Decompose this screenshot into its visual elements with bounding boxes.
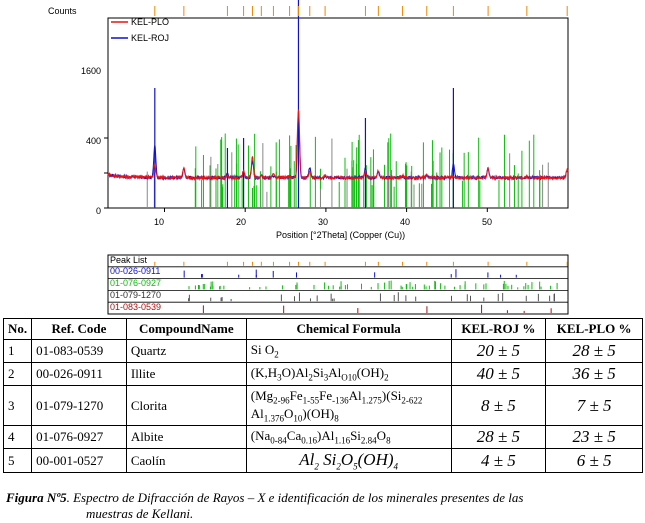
plo-percent: 36 ± 5 [545, 362, 643, 386]
row-no: 2 [2, 362, 33, 386]
roj-percent: 20 ± 5 [450, 339, 547, 363]
table-row: 5 00-001-0527 Caolín Al2 Si2O5(OH)4 4 ± … [2, 447, 643, 474]
compound-name: Caolín [125, 447, 247, 474]
xrd-chart: Counts Position [°2Theta] (Copper (Cu)) … [48, 0, 569, 315]
table-row: 4 01-076-0927 Albite (Na0-84Ca0.16)Al1.1… [2, 425, 643, 449]
legend-label-roj: KEL-ROJ [131, 33, 169, 43]
row-no: 5 [2, 447, 33, 474]
table-row: 1 01-083-0539 Quartz Si O2 20 ± 5 28 ± 5 [2, 339, 643, 363]
compound-name: Illite [125, 362, 247, 386]
row-no: 3 [2, 385, 33, 426]
figure-caption: Figura Nº5. Espectro de Difracción de Ra… [6, 490, 626, 522]
peak-list-panel [107, 254, 569, 315]
x-axis-label: Position [°2Theta] (Copper (Cu)) [276, 230, 405, 240]
chemical-formula: Al2 Si2O5(OH)4 [245, 447, 452, 474]
minerals-table: No. Ref. Code CompoundName Chemical Form… [2, 318, 643, 474]
y-tick-label: 0 [96, 206, 101, 216]
legend-label-plo: KEL-PLO [131, 17, 169, 27]
col-header-ref: Ref. Code [31, 318, 127, 340]
y-tick-label: 400 [86, 136, 101, 146]
x-tick-label: 50 [482, 217, 492, 227]
xrd-figure: Counts Position [°2Theta] (Copper (Cu)) … [48, 0, 569, 315]
peak-list-ref-clorita: 01-079-1270 [110, 290, 161, 300]
peak-list-title: Peak List [110, 255, 148, 265]
y-tick-label: 1600 [81, 66, 101, 76]
compound-name: Albite [125, 425, 247, 449]
caption-text: . Espectro de Difracción de Rayos – X e … [66, 490, 524, 505]
col-header-compound: CompoundName [125, 318, 247, 340]
x-tick-label: 20 [236, 217, 246, 227]
roj-percent: 40 ± 5 [450, 362, 547, 386]
ref-code: 01-083-0539 [31, 339, 127, 363]
plot-frame [107, 17, 569, 209]
chemical-formula: (Mg2-96Fe1-55Fe-136Al1.275)(Si2-622 Al1.… [245, 385, 452, 426]
peak-list-ref-illite: 00-026-0911 [110, 266, 160, 276]
table-header-row: No. Ref. Code CompoundName Chemical Form… [2, 318, 643, 340]
ref-code: 01-076-0927 [31, 425, 127, 449]
x-tick-label: 30 [318, 217, 328, 227]
peak-list-ref-quartz: 01-083-0539 [110, 302, 161, 312]
chemical-formula: (K,H3O)Al2Si3AlO10(OH)2 [245, 362, 452, 386]
caption-continuation: muestras de Kellani. [86, 506, 194, 521]
roj-percent: 28 ± 5 [450, 425, 547, 449]
x-tick-label: 40 [400, 217, 410, 227]
roj-percent: 4 ± 5 [450, 447, 547, 474]
plo-percent: 6 ± 5 [545, 447, 643, 474]
col-header-plo: KEL-PLO % [545, 318, 643, 340]
x-tick-label: 10 [154, 217, 164, 227]
plo-percent: 28 ± 5 [545, 339, 643, 363]
peak-list-ref-albite: 01-076-0927 [110, 278, 161, 288]
plo-percent: 7 ± 5 [545, 385, 643, 426]
roj-percent: 8 ± 5 [450, 385, 547, 426]
table-row: 3 01-079-1270 Clorita (Mg2-96Fe1-55Fe-13… [2, 385, 643, 426]
series-line-kel-plo [107, 109, 569, 182]
table-row: 2 00-026-0911 Illite (K,H3O)Al2Si3AlO10(… [2, 362, 643, 386]
col-header-formula: Chemical Formula [245, 318, 452, 340]
col-header-no: No. [2, 318, 33, 340]
ref-code: 01-079-1270 [31, 385, 127, 426]
chemical-formula: (Na0-84Ca0.16)Al1.16Si2.84O8 [245, 425, 452, 449]
row-no: 4 [2, 425, 33, 449]
col-header-roj: KEL-ROJ % [450, 318, 547, 340]
plo-percent: 23 ± 5 [545, 425, 643, 449]
caption-lead: Figura Nº5 [6, 490, 67, 505]
ref-code: 00-001-0527 [31, 447, 127, 474]
y-axis-label: Counts [48, 6, 77, 16]
series-line-kel-roj [107, 120, 569, 182]
ref-code: 00-026-0911 [31, 362, 127, 386]
row-no: 1 [2, 339, 33, 363]
compound-name: Quartz [125, 339, 247, 363]
compound-name: Clorita [125, 385, 247, 426]
chemical-formula: Si O2 [245, 339, 452, 363]
